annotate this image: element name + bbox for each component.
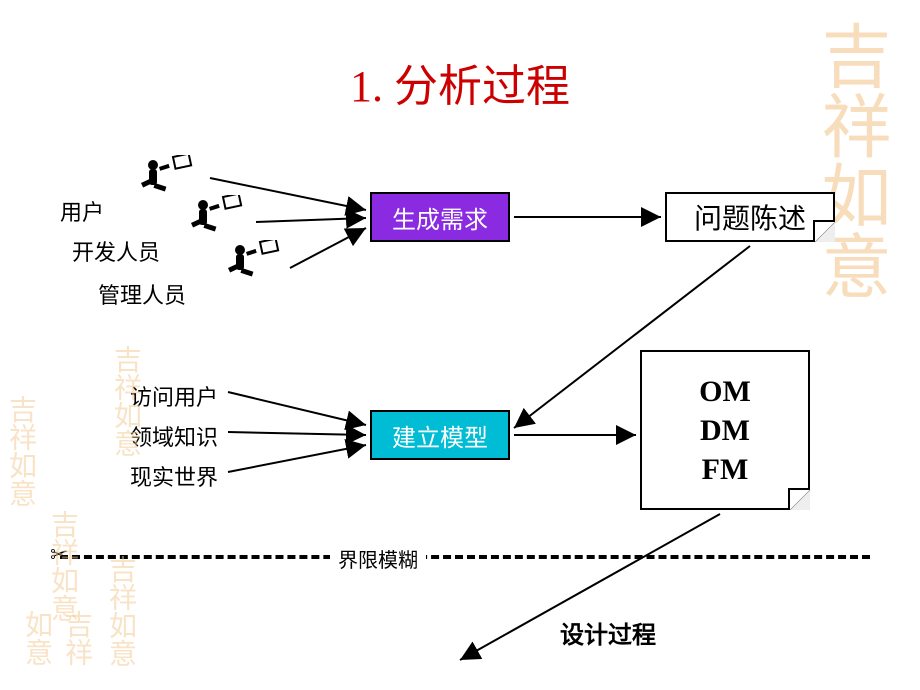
doc-fold-icon <box>813 220 835 242</box>
watermark-sm-2: 吉祥如意 <box>0 395 40 507</box>
process2-label: 建立模型 <box>392 418 488 453</box>
doc2-line3: FM <box>702 450 749 489</box>
stick-figure-2 <box>185 195 245 245</box>
watermark-sm-5: 吉祥如意 <box>16 610 96 690</box>
document-models: OM DM FM <box>640 350 810 510</box>
process1-label: 生成需求 <box>392 200 488 235</box>
boundary-line <box>60 555 870 559</box>
role-user: 用户 <box>60 195 104 227</box>
boundary-label: 界限模糊 <box>330 544 426 573</box>
doc-fold-icon <box>788 488 810 510</box>
role-developer: 开发人员 <box>72 235 160 267</box>
title-text: 分析过程 <box>394 62 570 111</box>
doc1-label: 问题陈述 <box>694 197 806 237</box>
process-generate-requirements: 生成需求 <box>370 192 510 242</box>
watermark-sm-3: 吉祥如意 <box>42 510 82 622</box>
process-build-model: 建立模型 <box>370 410 510 460</box>
input-real-world: 现实世界 <box>130 460 218 492</box>
design-process-label: 设计过程 <box>560 615 656 650</box>
watermark-sm-1: 吉祥如意 <box>105 345 145 457</box>
watermark-sm-4: 吉祥如意 <box>100 555 140 667</box>
role-manager: 管理人员 <box>98 278 186 310</box>
doc2-line1: OM <box>699 372 751 411</box>
stick-figure-3 <box>222 240 282 290</box>
document-problem-statement: 问题陈述 <box>665 192 835 242</box>
page-title: 1. 分析过程 <box>0 50 920 114</box>
title-number: 1. <box>350 62 383 111</box>
doc2-line2: DM <box>700 411 750 450</box>
